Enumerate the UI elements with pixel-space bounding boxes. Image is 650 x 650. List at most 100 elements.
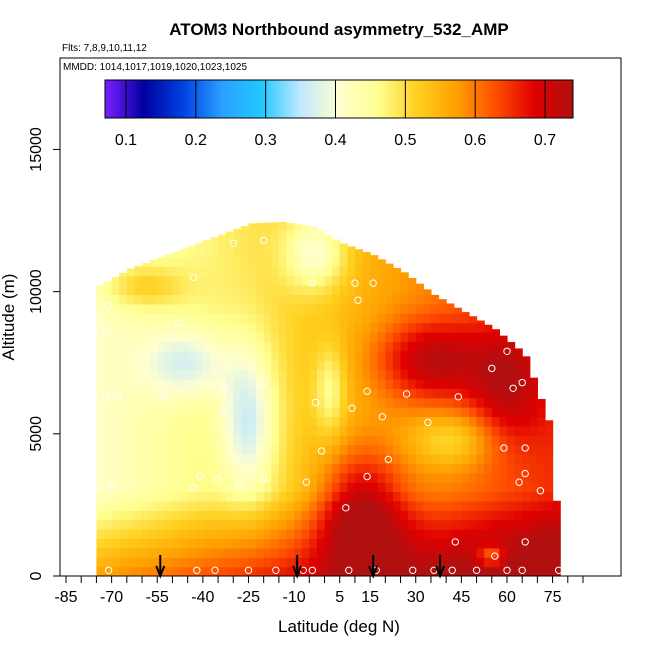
- curtain-cell: [286, 547, 295, 558]
- curtain-cell: [271, 444, 280, 455]
- curtain-cell: [111, 444, 120, 455]
- curtain-cell: [316, 247, 326, 258]
- curtain-cell: [423, 491, 432, 502]
- curtain-cell: [438, 491, 447, 502]
- curtain-cell: [438, 350, 447, 361]
- curtain-cell: [506, 510, 516, 521]
- curtain-cell: [202, 256, 212, 267]
- curtain-cell: [157, 313, 166, 324]
- curtain-cell: [301, 238, 310, 249]
- curtain-cell: [415, 454, 424, 464]
- curtain-cell: [301, 294, 310, 305]
- curtain-cell: [301, 266, 310, 277]
- curtain-cell: [316, 416, 326, 427]
- curtain-cell: [324, 529, 333, 540]
- curtain-cell: [294, 378, 303, 389]
- curtain-cell: [294, 303, 303, 314]
- curtain-cell: [263, 407, 272, 418]
- curtain-cell: [354, 285, 364, 296]
- curtain-cell: [134, 350, 143, 361]
- observation-point: [363, 387, 371, 395]
- curtain-cell: [195, 388, 204, 399]
- curtain-cell: [263, 463, 272, 474]
- curtain-cell: [96, 547, 105, 558]
- y-tick-label: 0: [28, 571, 45, 580]
- curtain-cell: [362, 519, 371, 530]
- curtain-cell: [149, 341, 158, 352]
- curtain-cell: [218, 238, 227, 249]
- curtain-cell: [438, 416, 447, 427]
- curtain-cell: [347, 500, 356, 511]
- curtain-cell: [202, 566, 212, 576]
- curtain-cell: [400, 435, 409, 446]
- curtain-cell: [119, 482, 128, 493]
- curtain-cell: [522, 529, 531, 540]
- curtain-cell: [400, 332, 409, 342]
- curtain-cell: [164, 256, 174, 267]
- curtain-cell: [438, 482, 447, 493]
- curtain-cell: [499, 547, 508, 558]
- curtain-cell: [233, 491, 242, 502]
- curtain-cell: [506, 529, 516, 540]
- curtain-cell: [256, 256, 265, 267]
- curtain-cell: [180, 407, 189, 418]
- curtain-cell: [149, 285, 158, 296]
- curtain-cell: [347, 378, 356, 389]
- curtain-cell: [286, 332, 295, 342]
- curtain-cell: [187, 245, 196, 249]
- curtain-cell: [392, 388, 402, 399]
- curtain-cell: [233, 529, 242, 540]
- curtain-cell: [210, 378, 219, 389]
- curtain-cell: [514, 425, 523, 436]
- curtain-cell: [484, 360, 493, 371]
- curtain-cell: [529, 397, 538, 408]
- curtain-cell: [195, 322, 204, 333]
- curtain-cell: [385, 407, 394, 418]
- curtain-cell: [438, 444, 447, 455]
- curtain-cell: [294, 557, 303, 568]
- curtain-cell: [370, 482, 379, 493]
- curtain-cell: [377, 313, 386, 324]
- curtain-cell: [423, 463, 432, 474]
- curtain-cell: [332, 510, 341, 521]
- curtain-cell: [408, 482, 417, 493]
- curtain-cell: [370, 463, 379, 474]
- curtain-cell: [316, 538, 326, 549]
- curtain-cell: [430, 407, 440, 418]
- curtain-cell: [248, 557, 257, 568]
- curtain-cell: [286, 529, 295, 540]
- curtain-cell: [506, 407, 516, 418]
- curtain-cell: [370, 454, 379, 464]
- curtain-cell: [332, 547, 341, 558]
- curtain-cell: [180, 378, 189, 389]
- curtain-cell: [453, 529, 462, 540]
- curtain-cell: [96, 435, 105, 446]
- curtain-cell: [446, 529, 455, 540]
- curtain-cell: [225, 285, 234, 296]
- curtain-cell: [149, 482, 158, 493]
- curtain-cell: [225, 313, 234, 324]
- curtain-cell: [385, 444, 394, 455]
- colorbar-tick-label: 0.3: [255, 132, 277, 149]
- curtain-cell: [271, 463, 280, 474]
- curtain-cell: [324, 285, 333, 296]
- curtain-cell: [142, 444, 151, 455]
- curtain-cell: [210, 350, 219, 361]
- curtain-cell: [514, 348, 523, 352]
- curtain-cell: [172, 275, 181, 286]
- curtain-cell: [430, 463, 440, 474]
- curtain-cell: [491, 538, 500, 549]
- curtain-cell: [134, 360, 143, 371]
- curtain-cell: [484, 482, 493, 493]
- curtain-cell: [385, 285, 394, 296]
- curtain-cell: [514, 547, 523, 558]
- curtain-cell: [119, 425, 128, 436]
- curtain-cell: [446, 360, 455, 371]
- curtain-cell: [446, 463, 455, 474]
- curtain-cell: [324, 538, 333, 549]
- curtain-cell: [499, 350, 508, 361]
- curtain-cell: [202, 350, 212, 361]
- curtain-cell: [415, 360, 424, 371]
- curtain-cell: [408, 341, 417, 352]
- curtain-cell: [104, 519, 113, 530]
